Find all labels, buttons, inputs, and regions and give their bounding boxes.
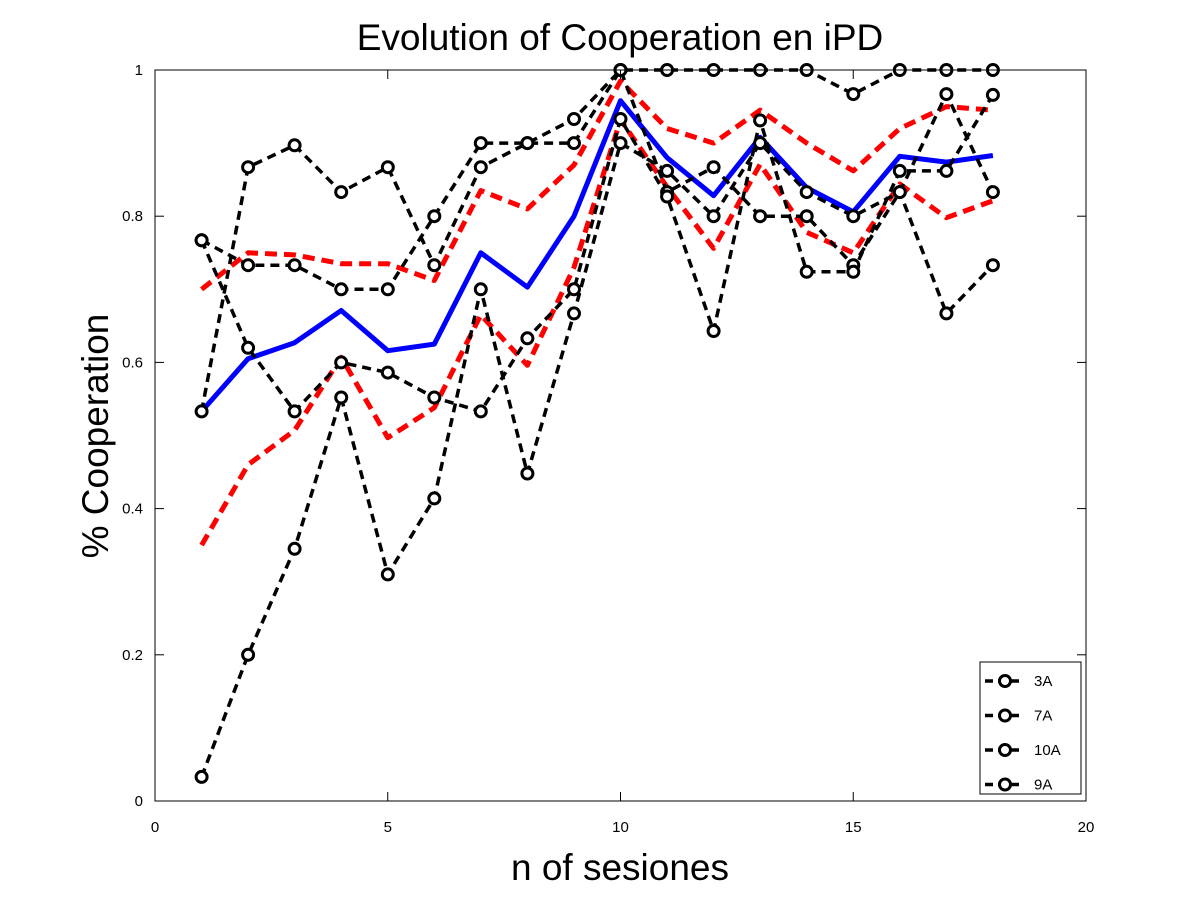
x-tick-label: 5 xyxy=(384,819,392,836)
x-tick-label: 20 xyxy=(1078,819,1095,836)
chart-title: Evolution of Cooperation en iPD xyxy=(357,17,884,58)
y-axis-label: % Cooperation xyxy=(75,314,116,559)
legend-marker-3A xyxy=(998,674,1012,688)
legend-label-9A: 9A xyxy=(1034,777,1052,794)
data-point-9A-8 xyxy=(520,466,535,481)
data-point-3A-6 xyxy=(427,258,442,273)
data-point-9A-6 xyxy=(427,491,442,506)
data-point-10A-4 xyxy=(334,355,349,370)
data-point-7A-8 xyxy=(520,136,535,151)
legend-box xyxy=(979,661,1082,795)
data-point-9A-10 xyxy=(613,136,628,151)
data-point-9A-1 xyxy=(194,769,209,784)
data-point-9A-12 xyxy=(706,209,721,224)
data-point-10A-1 xyxy=(194,233,209,248)
data-point-9A-17 xyxy=(939,306,954,321)
data-point-7A-14 xyxy=(799,209,814,224)
data-point-10A-3 xyxy=(287,404,302,419)
data-point-7A-18 xyxy=(985,185,1000,200)
data-point-10A-16 xyxy=(892,163,907,178)
data-point-9A-9 xyxy=(567,306,581,321)
mean-line xyxy=(199,98,994,414)
data-point-10A-7 xyxy=(473,404,488,419)
legend-marker-7A xyxy=(998,708,1012,723)
data-point-9A-11 xyxy=(660,163,675,178)
x-tick-label: 10 xyxy=(612,819,629,836)
legend-marker-9A xyxy=(998,777,1012,792)
legend-label-3A: 3A xyxy=(1034,673,1052,690)
data-point-10A-14 xyxy=(799,264,814,279)
data-point-3A-15 xyxy=(846,87,861,102)
legend-label-10A: 10A xyxy=(1034,742,1061,759)
data-point-7A-13 xyxy=(753,209,768,224)
data-point-9A-16 xyxy=(892,185,907,200)
x-tick-label: 15 xyxy=(845,819,862,836)
data-point-7A-6 xyxy=(427,209,442,224)
y-tick-label: 0.4 xyxy=(122,501,143,518)
series-line-10A xyxy=(199,93,995,414)
data-point-7A-9 xyxy=(567,112,581,126)
data-point-3A-5 xyxy=(380,160,395,175)
x-axis-label: n of sesiones xyxy=(511,847,729,888)
data-point-7A-12 xyxy=(706,160,721,175)
plot-frame xyxy=(154,69,1087,802)
data-point-9A-5 xyxy=(380,567,395,582)
data-point-7A-4 xyxy=(334,282,349,297)
data-point-3A-4 xyxy=(334,185,349,200)
y-tick-label: 0.2 xyxy=(122,647,143,664)
series-line-9A xyxy=(199,141,995,778)
data-point-7A-3 xyxy=(287,258,302,273)
data-point-7A-5 xyxy=(380,282,395,297)
y-tick-label: 0 xyxy=(135,793,143,810)
series-line-7A xyxy=(200,68,995,292)
data-point-3A-9 xyxy=(567,136,581,151)
data-point-9A-2 xyxy=(241,647,256,662)
data-point-9A-13 xyxy=(753,136,768,151)
y-tick-label: 0.8 xyxy=(122,208,143,225)
data-point-3A-1 xyxy=(194,404,209,419)
data-point-10A-11 xyxy=(660,189,675,204)
data-point-7A-2 xyxy=(241,258,256,273)
data-point-10A-15 xyxy=(846,264,861,279)
data-point-3A-7 xyxy=(473,160,488,175)
legend-label-7A: 7A xyxy=(1034,708,1052,725)
lines-layer xyxy=(194,63,1000,784)
data-point-10A-13 xyxy=(753,113,768,128)
data-point-10A-6 xyxy=(427,390,442,405)
data-point-10A-12 xyxy=(706,324,721,338)
data-point-7A-17 xyxy=(939,87,954,102)
data-point-9A-7 xyxy=(473,282,488,297)
ticks-layer: 0 5 10 15 20 0 0.2 0.4 0.6 0.8 1 xyxy=(122,62,1094,836)
data-point-9A-14 xyxy=(799,185,814,200)
y-tick-label: 1 xyxy=(135,62,143,79)
data-point-10A-8 xyxy=(520,331,535,346)
data-point-3A-3 xyxy=(287,138,302,153)
bound-line-6 xyxy=(199,117,994,547)
data-point-10A-9 xyxy=(567,282,581,297)
data-point-9A-3 xyxy=(287,541,302,556)
y-tick-label: 0.6 xyxy=(122,354,143,371)
data-point-9A-18 xyxy=(985,258,1000,273)
data-point-7A-7 xyxy=(473,136,488,151)
series-line-3A xyxy=(199,68,993,412)
data-point-10A-17 xyxy=(939,163,954,178)
legend-marker-10A xyxy=(998,743,1012,757)
data-point-10A-18 xyxy=(985,87,1000,102)
data-point-10A-10 xyxy=(613,112,628,126)
data-point-10A-5 xyxy=(380,365,395,380)
x-tick-label: 0 xyxy=(151,819,159,836)
legend: 3A 7A 10A 9A xyxy=(979,661,1082,795)
data-point-9A-4 xyxy=(334,390,349,405)
data-point-9A-15 xyxy=(846,209,861,224)
data-point-10A-2 xyxy=(241,340,256,355)
data-point-3A-2 xyxy=(241,160,256,175)
